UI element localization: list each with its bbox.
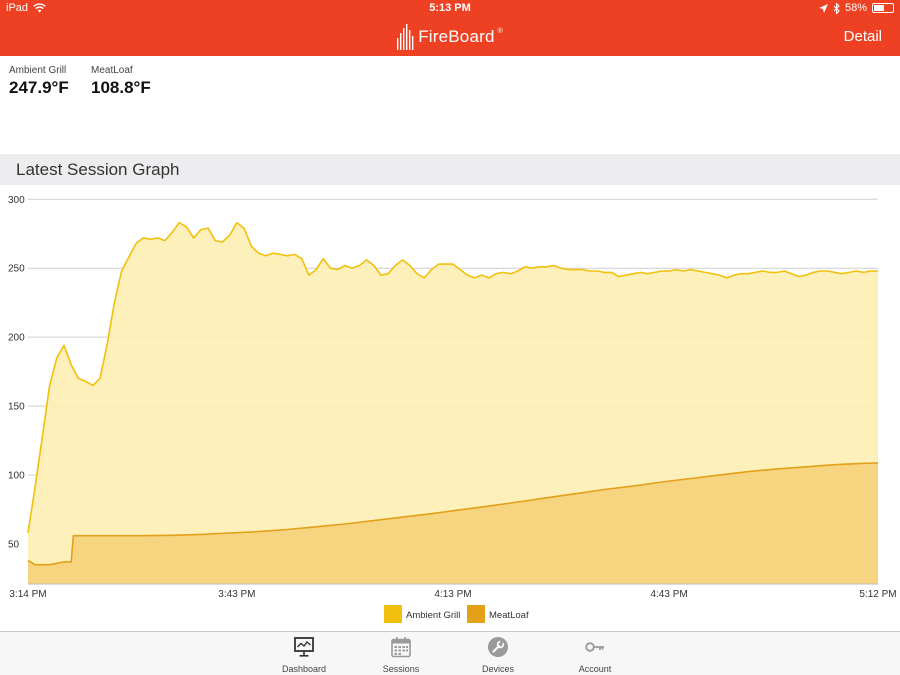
fireboard-logo-icon [397,24,414,50]
bluetooth-icon [833,2,840,14]
tab-label: Devices [481,664,514,674]
status-bar: iPad 5:13 PM 58% [0,0,900,18]
reading-label: Ambient Grill [9,65,67,76]
brand-logo: FireBoard ® [0,18,900,56]
legend-swatch [384,605,402,623]
tab-label: Account [578,664,612,674]
meatloaf-area [28,462,878,584]
tab-sessions[interactable]: Sessions [361,636,441,674]
tab-bar: Dashboard Sessions Devices Ac [0,631,900,675]
reading-value: 247.9°F [9,78,69,97]
device-name: iPad [6,2,29,14]
ambient-grill-line [27,221,878,534]
battery-percent: 58% [844,2,867,14]
location-arrow-icon [818,3,828,13]
reading-value: 108.8°F [91,78,151,97]
legend-label: Ambient Grill [406,610,460,621]
dashboard-icon [294,637,314,657]
reading-ambient-grill[interactable]: Ambient Grill 247.9°F [9,65,69,98]
legend-label: MeatLoaf [489,610,529,621]
reading-label: MeatLoaf [91,65,133,76]
legend-swatch [467,605,485,623]
battery-level [874,5,885,11]
brand-name: FireBoard [418,27,495,46]
probe-readings: Ambient Grill 247.9°F MeatLoaf 108.8°F [0,56,900,154]
tab-dashboard[interactable]: Dashboard [264,636,344,674]
tab-label: Dashboard [281,664,327,674]
tab-account[interactable]: Account [555,636,635,674]
meatloaf-line [27,462,879,566]
reading-meatloaf[interactable]: MeatLoaf 108.8°F [91,65,151,98]
calendar-icon [391,637,411,658]
registered-mark: ® [497,28,503,35]
nav-bar: FireBoard ® Detail [0,18,900,56]
status-time: 5:13 PM [429,2,471,14]
y-tick-label: 250 [8,264,25,275]
battery-icon [872,3,894,13]
y-tick-label: 300 [8,195,25,206]
session-chart: 50 100 150 200 250 300 3:14 PM 3:43 PM 4:13 PM 4:… [8,195,897,623]
status-right: 58% [818,2,894,14]
y-tick-label: 100 [8,471,25,482]
x-tick-label: 4:43 PM [650,589,687,600]
status-left: iPad [6,2,46,14]
session-graph: 50 100 150 200 250 300 3:14 PM 3:43 PM 4:13 PM 4:… [0,185,900,631]
wrench-icon [488,637,508,657]
y-tick-label: 150 [8,402,25,413]
y-tick-label: 200 [8,333,25,344]
key-icon [585,642,604,652]
x-tick-label: 3:14 PM [9,589,46,600]
tab-devices[interactable]: Devices [458,636,538,674]
y-tick-label: 50 [8,540,20,551]
tab-label: Sessions [382,664,420,674]
x-tick-label: 4:13 PM [434,589,471,600]
section-title: Latest Session Graph [16,160,180,179]
detail-button[interactable]: Detail [843,28,882,45]
section-header: Latest Session Graph [0,154,900,185]
x-tick-label: 3:43 PM [218,589,255,600]
wifi-icon [33,3,46,13]
x-tick-label: 5:12 PM [859,589,896,600]
